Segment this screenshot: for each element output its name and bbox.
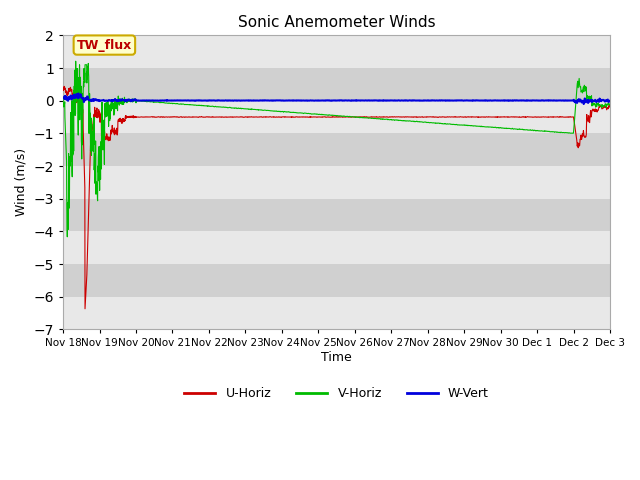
Title: Sonic Anemometer Winds: Sonic Anemometer Winds	[237, 15, 435, 30]
Bar	[63, 231, 610, 264]
Bar	[63, 264, 610, 297]
Text: TW_flux: TW_flux	[77, 38, 132, 51]
Bar	[63, 68, 610, 101]
Legend: U-Horiz, V-Horiz, W-Vert: U-Horiz, V-Horiz, W-Vert	[179, 383, 494, 406]
Bar	[63, 166, 610, 199]
Bar	[63, 133, 610, 166]
X-axis label: Time: Time	[321, 351, 352, 364]
Bar	[63, 36, 610, 68]
Bar	[63, 101, 610, 133]
Bar	[63, 297, 610, 329]
Y-axis label: Wind (m/s): Wind (m/s)	[15, 148, 28, 216]
Bar	[63, 199, 610, 231]
